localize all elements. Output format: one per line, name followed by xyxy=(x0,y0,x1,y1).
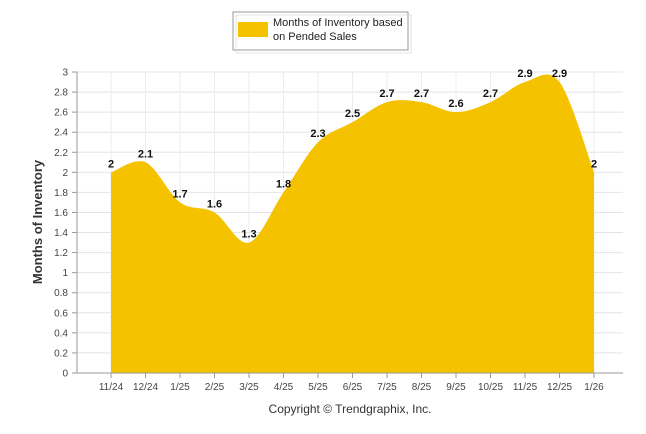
series-area xyxy=(111,74,594,373)
x-tick-label: 1/26 xyxy=(584,382,604,393)
x-tick-label: 2/25 xyxy=(205,382,225,393)
data-label: 2.1 xyxy=(138,148,153,160)
data-label: 1.8 xyxy=(276,178,291,190)
data-label: 2.9 xyxy=(517,68,532,80)
data-label: 1.6 xyxy=(207,198,222,210)
data-labels: 2 2.1 1.7 1.6 1.3 1.8 2.3 2.5 2.7 2.7 2.6 2.7 2.9 2.9… xyxy=(108,68,597,241)
y-tick-label: 0 xyxy=(62,369,68,380)
copyright-footer: Copyright © Trendgraphix, Inc. xyxy=(269,402,432,416)
x-tick-label: 1/25 xyxy=(170,382,190,393)
data-label: 2.5 xyxy=(345,108,360,120)
x-tick-label: 11/24 xyxy=(99,382,124,393)
x-tick-label: 12/25 xyxy=(547,382,572,393)
y-axis-label: Months of Inventory xyxy=(30,159,45,284)
x-tick-label: 4/25 xyxy=(274,382,294,393)
data-label: 2 xyxy=(591,158,597,170)
y-tick-label: 0.4 xyxy=(54,328,68,339)
y-tick-label: 0.2 xyxy=(54,348,68,359)
y-tick-label: 2 xyxy=(62,168,68,179)
data-label: 1.3 xyxy=(241,229,256,241)
x-tick-label: 10/25 xyxy=(478,382,503,393)
legend-label-line2: on Pended Sales xyxy=(273,31,357,43)
x-tick-label: 11/25 xyxy=(513,382,538,393)
y-tick-label: 1.4 xyxy=(54,228,68,239)
y-tick-label: 1.8 xyxy=(54,188,68,199)
x-tick-label: 8/25 xyxy=(412,382,432,393)
y-tick-label: 2.4 xyxy=(54,128,68,139)
y-tick-label: 1 xyxy=(62,268,68,279)
x-tick-label: 6/25 xyxy=(343,382,363,393)
data-label: 1.7 xyxy=(172,188,187,200)
y-tick-label: 2.2 xyxy=(54,148,68,159)
x-tick-label: 12/24 xyxy=(133,382,158,393)
y-tick-label: 0.6 xyxy=(54,308,68,319)
x-tick-label: 7/25 xyxy=(377,382,397,393)
x-tick-label: 5/25 xyxy=(308,382,328,393)
y-tick-label: 0.8 xyxy=(54,288,68,299)
data-label: 2 xyxy=(108,158,114,170)
data-label: 2.7 xyxy=(483,88,498,100)
y-tick-label: 2.6 xyxy=(54,108,68,119)
data-label: 2.7 xyxy=(414,88,429,100)
data-label: 2.3 xyxy=(310,128,325,140)
legend-swatch xyxy=(238,22,268,37)
y-tick-label: 3 xyxy=(62,68,68,79)
x-tick-label: 3/25 xyxy=(239,382,259,393)
area-layer xyxy=(111,74,594,373)
x-tick-label: 9/25 xyxy=(446,382,466,393)
legend: Months of Inventory based on Pended Sale… xyxy=(232,11,412,54)
data-label: 2.7 xyxy=(379,88,394,100)
data-label: 2.6 xyxy=(448,98,463,110)
y-tick-label: 2.8 xyxy=(54,88,68,99)
y-tick-labels: 0 0.2 0.4 0.6 0.8 1 1.2 1.4 1.6 1.8 2 2.2 2.4 2.6 2.8 3 xyxy=(54,68,68,380)
x-tick-labels: 11/24 12/24 1/25 2/25 3/25 4/25 5/25 6/25 7/25 8/… xyxy=(99,382,604,393)
axes xyxy=(76,72,623,378)
y-tick-label: 1.2 xyxy=(54,248,68,259)
legend-label-line1: Months of Inventory based xyxy=(273,17,403,29)
y-tick-label: 1.6 xyxy=(54,208,68,219)
data-label: 2.9 xyxy=(552,68,567,80)
